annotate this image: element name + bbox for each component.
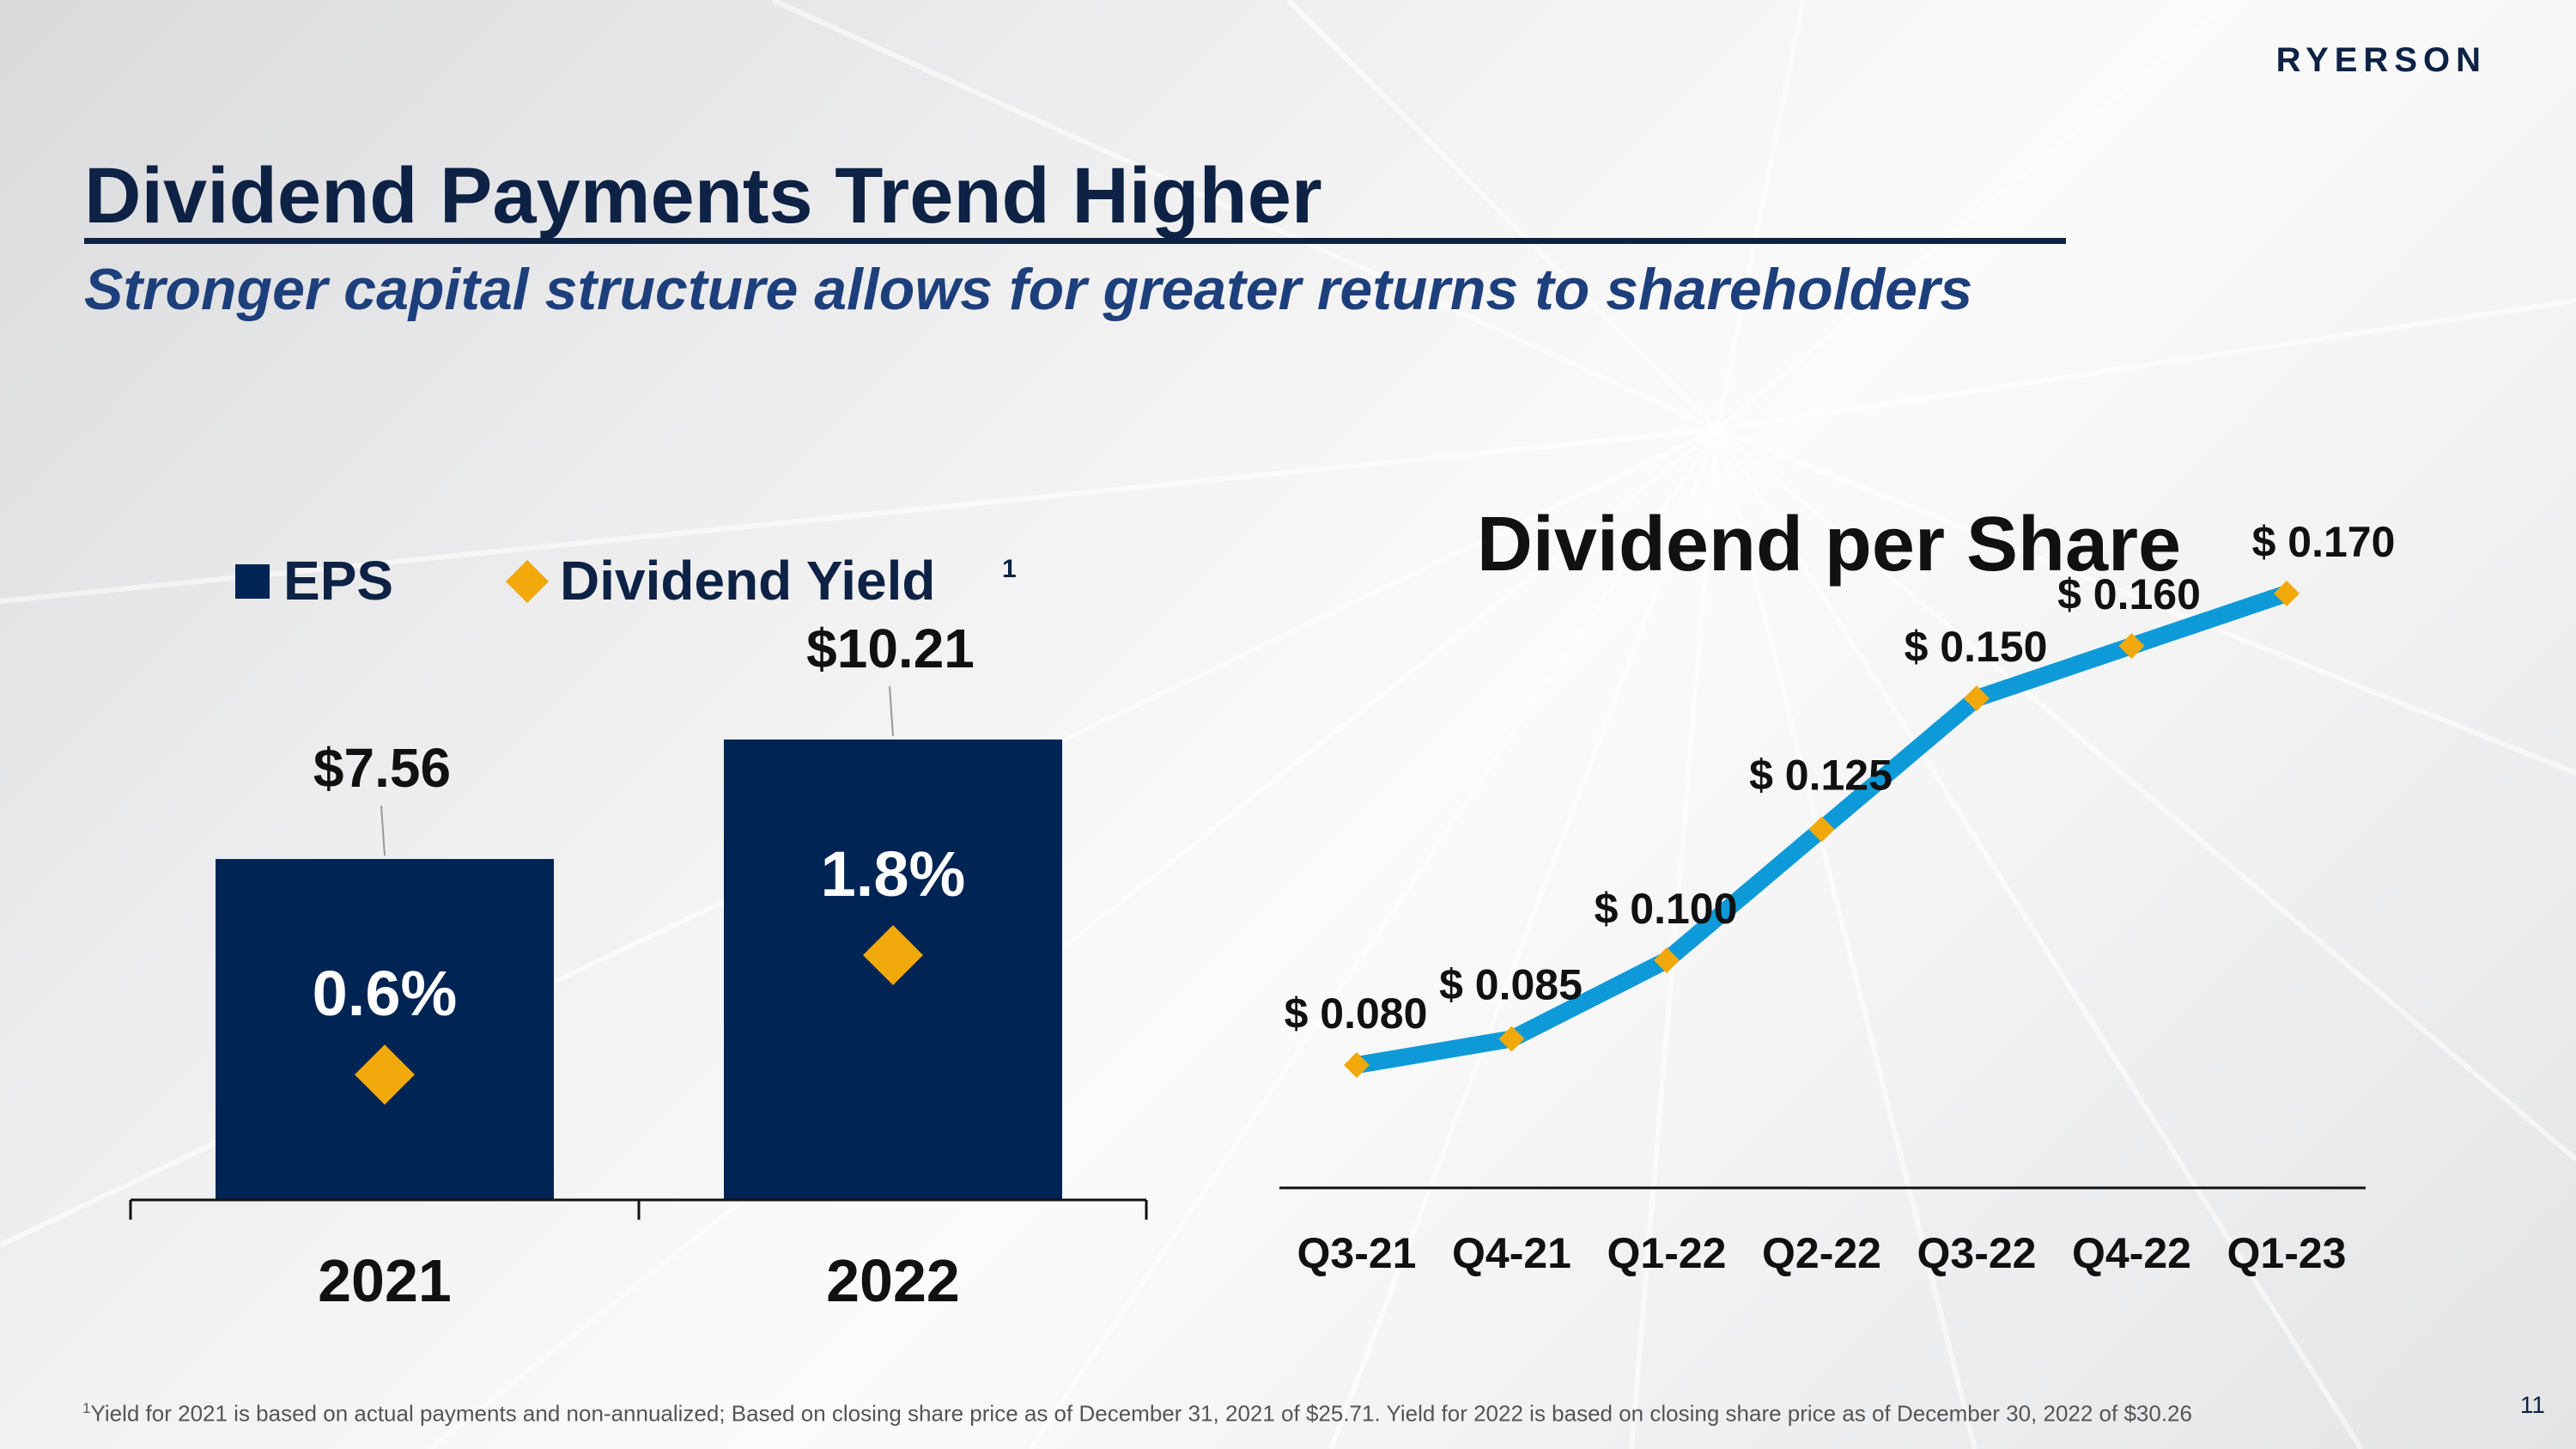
dividend-per-share-value-label: $ 0.150 xyxy=(1905,623,2048,671)
line-x-tick-label: Q1-22 xyxy=(1607,1229,1727,1277)
legend-superscript: 1 xyxy=(1002,555,1017,583)
legend-eps-swatch-icon xyxy=(235,564,270,599)
dividend-per-share-value-label: $ 0.100 xyxy=(1595,885,1738,933)
page-title: Dividend Payments Trend Higher xyxy=(84,152,1322,240)
dividend-per-share-point xyxy=(2118,633,2145,659)
footnote-marker: 1 xyxy=(82,1400,91,1416)
company-logo: RYERSON xyxy=(2275,41,2487,79)
title-underline xyxy=(84,238,2066,244)
dividend-per-share-point xyxy=(2274,581,2300,606)
eps-label-leader xyxy=(889,685,894,737)
dividend-per-share-point xyxy=(1498,1026,1525,1052)
legend-dividend-yield-label: Dividend Yield xyxy=(560,550,935,612)
dividend-per-share-point xyxy=(1654,947,1680,973)
bar-x-tick-label: 2022 xyxy=(826,1247,960,1314)
dividend-per-share-value-label: $ 0.160 xyxy=(2057,570,2201,618)
line-x-tick-label: Q4-22 xyxy=(2072,1229,2191,1277)
dividend-yield-diamond-marker xyxy=(355,1044,415,1105)
eps-value-label: $7.56 xyxy=(313,737,451,799)
line-x-tick-label: Q4-21 xyxy=(1452,1229,1571,1277)
legend-eps-label: EPS xyxy=(283,550,393,612)
line-x-tick-label: Q1-23 xyxy=(2227,1229,2347,1277)
line-x-tick-label: Q2-22 xyxy=(1762,1229,1881,1277)
dividend-per-share-value-label: $ 0.125 xyxy=(1749,752,1893,800)
dividend-per-share-point xyxy=(1808,816,1835,843)
eps-label-leader xyxy=(380,806,386,856)
footnote: 1Yield for 2021 is based on actual payme… xyxy=(82,1400,2192,1428)
bar-x-tick-label: 2021 xyxy=(318,1247,452,1314)
dividend-per-share-point xyxy=(1964,685,1990,711)
line-x-tick-label: Q3-22 xyxy=(1917,1229,2037,1277)
dividend-yield-diamond-marker xyxy=(863,924,923,985)
dividend-per-share-value-label: $ 0.080 xyxy=(1285,989,1428,1038)
dividend-yield-value-label: 0.6% xyxy=(313,958,458,1029)
line-chart-title: Dividend per Share xyxy=(1477,502,2181,588)
page-number: 11 xyxy=(2519,1391,2545,1418)
dividend-per-share-point xyxy=(1344,1052,1370,1078)
legend-dividend-yield-diamond-icon xyxy=(506,560,549,603)
dividend-per-share-value-label: $ 0.170 xyxy=(2252,518,2396,566)
dividend-yield-value-label: 1.8% xyxy=(821,838,966,910)
line-x-tick-label: Q3-21 xyxy=(1297,1229,1417,1277)
dividend-per-share-value-label: $ 0.085 xyxy=(1439,961,1583,1009)
footnote-text: Yield for 2021 is based on actual paymen… xyxy=(90,1400,2192,1427)
eps-bar xyxy=(216,859,554,1200)
eps-value-label: $10.21 xyxy=(806,618,975,679)
page-subtitle: Stronger capital structure allows for gr… xyxy=(84,257,1973,322)
